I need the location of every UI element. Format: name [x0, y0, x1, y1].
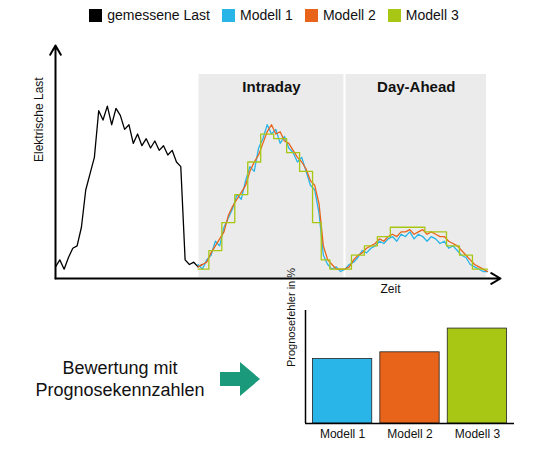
svg-text:Modell 2: Modell 2	[387, 427, 433, 441]
html-text:Bewertung mit Prognosekennzahl: Bewertung mit Prognosekennzahlen	[35, 358, 205, 400]
html-text:Modell 2: Modell 2	[322, 7, 376, 23]
svg-text:Intraday: Intraday	[242, 78, 301, 95]
svg-text:Elektrische Last: Elektrische Last	[32, 77, 46, 162]
svg-text:Prognosefehler in %: Prognosefehler in %	[285, 268, 297, 367]
svg-text:Day-Ahead: Day-Ahead	[377, 78, 455, 95]
svg-text:Modell 3: Modell 3	[455, 427, 501, 441]
svg-text:Zeit: Zeit	[380, 282, 401, 296]
html-text:Modell 3: Modell 3	[405, 7, 459, 23]
html-text:Modell 1: Modell 1	[240, 7, 293, 23]
svg-text:Modell 1: Modell 1	[320, 427, 366, 441]
html-text:gemessene Last: gemessene Last	[107, 7, 210, 23]
